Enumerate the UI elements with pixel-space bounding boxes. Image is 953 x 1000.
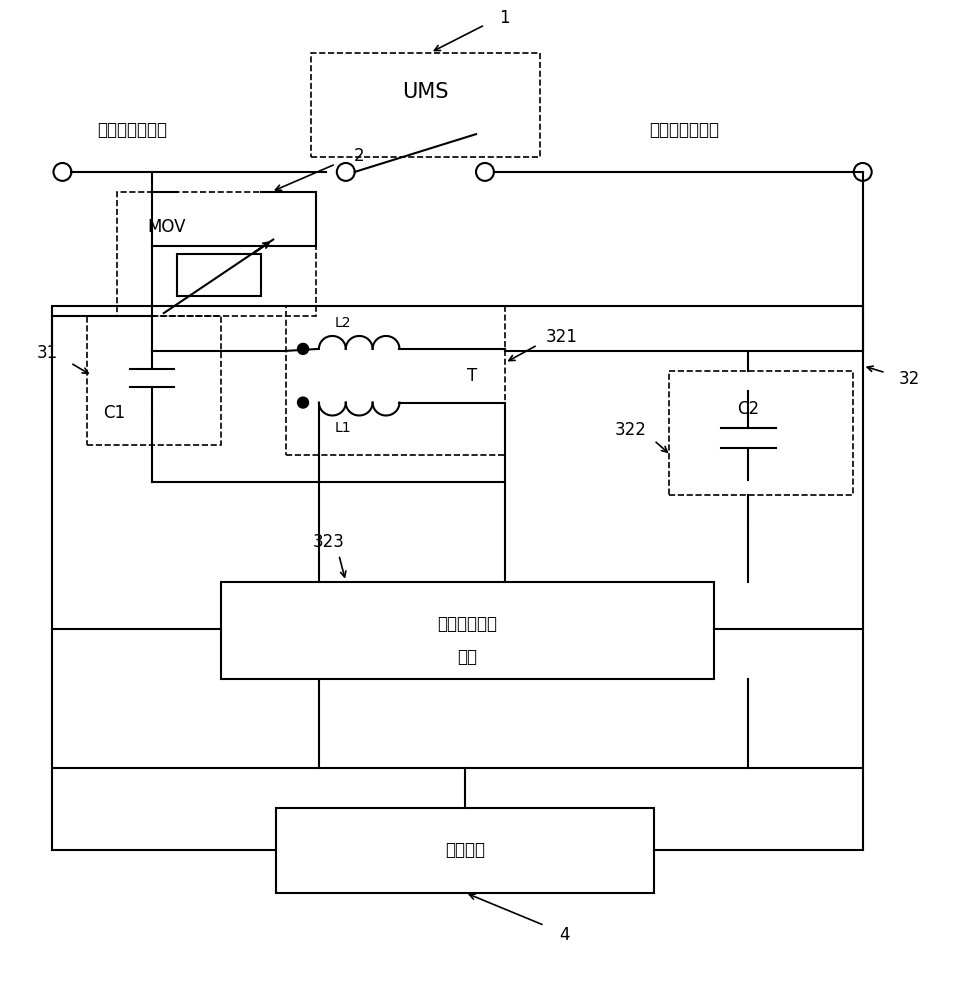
Text: 322: 322	[615, 421, 646, 439]
Text: T: T	[466, 367, 476, 385]
Text: MOV: MOV	[148, 218, 186, 236]
Bar	[668, 371, 852, 495]
Text: UMS: UMS	[401, 82, 448, 102]
Bar	[117, 192, 315, 316]
Text: C1: C1	[103, 404, 125, 422]
Circle shape	[297, 397, 308, 408]
Bar	[221, 582, 713, 679]
Text: 1: 1	[499, 9, 510, 27]
Text: 充电装置: 充电装置	[445, 841, 484, 859]
Bar	[286, 306, 504, 455]
Text: 单元: 单元	[457, 648, 477, 666]
Bar	[87, 316, 221, 445]
Bar	[275, 808, 653, 893]
Bar	[52, 306, 862, 768]
Text: 323: 323	[313, 533, 344, 551]
Text: 线路侧电力线路: 线路侧电力线路	[648, 121, 718, 139]
Text: 换流侧电力线路: 换流侧电力线路	[97, 121, 167, 139]
Text: C2: C2	[737, 400, 759, 418]
Text: 31: 31	[37, 344, 58, 362]
Text: 2: 2	[353, 147, 364, 165]
Text: L2: L2	[335, 316, 351, 330]
Text: 32: 32	[898, 370, 919, 388]
Text: 4: 4	[558, 926, 569, 944]
Text: 激励电压变换: 激励电压变换	[437, 615, 497, 633]
Bar	[176, 254, 261, 296]
Text: 321: 321	[545, 328, 577, 346]
Circle shape	[297, 343, 308, 354]
Text: L1: L1	[335, 421, 351, 435]
Bar	[311, 53, 539, 157]
